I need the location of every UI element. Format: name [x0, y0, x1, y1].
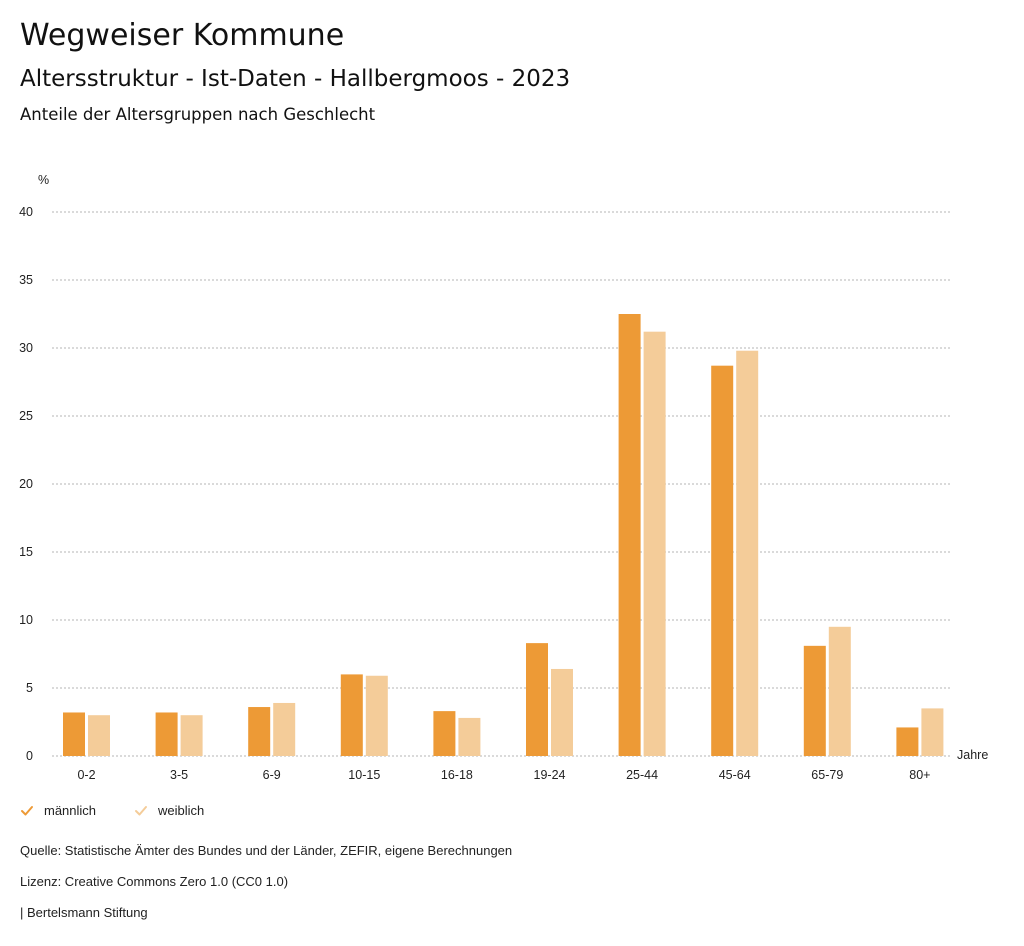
- legend-item-weiblich[interactable]: weiblich: [134, 803, 204, 818]
- legend-label: weiblich: [158, 803, 205, 818]
- bar-maennlich-25-44[interactable]: männlich 25-44: 32.5 %: [618, 314, 641, 756]
- y-tick-label: 35: [19, 273, 33, 287]
- x-tick-label: 16-18: [441, 768, 473, 782]
- legend: männlich weiblich: [20, 803, 242, 818]
- bars: männlich 0-2: 3.2 %weiblich 0-2: 3 % männ…: [63, 314, 944, 756]
- chart-subtitle: Altersstruktur - Ist-Daten - Hallbergmoo…: [20, 66, 571, 92]
- check-icon: [135, 805, 148, 815]
- y-tick-label: 15: [19, 545, 33, 559]
- bar-weiblich-25-44[interactable]: weiblich 25-44: 31.2 %: [643, 331, 666, 756]
- bar-weiblich-3-5[interactable]: weiblich 3-5: 3 %: [180, 715, 203, 756]
- x-tick-label: 3-5: [170, 768, 188, 782]
- bar-weiblich-16-18[interactable]: weiblich 16-18: 2.8 %: [458, 717, 481, 756]
- source-text: Quelle: Statistische Ämter des Bundes un…: [20, 843, 513, 858]
- x-tick-label: 10-15: [348, 768, 380, 782]
- x-tick-label: 6-9: [263, 768, 281, 782]
- bar-maennlich-0-2[interactable]: männlich 0-2: 3.2 %: [63, 712, 85, 756]
- y-tick-label: 30: [19, 341, 33, 355]
- bar-maennlich-45-64[interactable]: männlich 45-64: 28.7 %: [711, 365, 734, 756]
- chart-title: Anteile der Altersgruppen nach Geschlech…: [20, 105, 376, 124]
- bar-weiblich-10-15[interactable]: weiblich 10-15: 5.9 %: [365, 675, 388, 756]
- bar-weiblich-0-2[interactable]: weiblich 0-2: 3 %: [88, 715, 110, 756]
- bar-weiblich-45-64[interactable]: weiblich 45-64: 29.8 %: [736, 350, 759, 756]
- y-tick-label: 0: [26, 749, 33, 763]
- x-tick-label: 19-24: [534, 768, 566, 782]
- legend-label: männlich: [44, 803, 97, 818]
- bar-weiblich-6-9[interactable]: weiblich 6-9: 3.9 %: [273, 702, 296, 756]
- x-tick-label: 45-64: [719, 768, 751, 782]
- bar-maennlich-6-9[interactable]: männlich 6-9: 3.6 %: [248, 707, 271, 756]
- bar-maennlich-16-18[interactable]: männlich 16-18: 3.3 %: [433, 711, 456, 756]
- x-tick-label: 80+: [909, 768, 930, 782]
- x-tick-label: 65-79: [811, 768, 843, 782]
- y-axis-label: %: [38, 173, 49, 187]
- y-tick-label: 20: [19, 477, 33, 491]
- y-axis-ticks: 0 5 10 15 20 25 30 35 40: [19, 205, 33, 763]
- bar-maennlich-19-24[interactable]: männlich 19-24: 8.3 %: [526, 643, 548, 756]
- bar-maennlich-10-15[interactable]: männlich 10-15: 6 %: [340, 674, 363, 756]
- publisher-text: | Bertelsmann Stiftung: [20, 905, 148, 920]
- page-title: Wegweiser Kommune: [20, 18, 345, 53]
- bar-weiblich-80+[interactable]: weiblich 80+: 3.5 %: [921, 708, 944, 756]
- gridlines: [52, 211, 952, 757]
- x-axis-ticks: 0-2 3-5 6-9 10-15 16-18 19-24 25-44 45-64 65-79 8…: [77, 768, 930, 782]
- y-tick-label: 25: [19, 409, 33, 423]
- bar-weiblich-19-24[interactable]: weiblich 19-24: 6.4 %: [551, 668, 573, 756]
- bar-maennlich-80+[interactable]: männlich 80+: 2.1 %: [896, 727, 919, 756]
- y-tick-label: 5: [26, 681, 33, 695]
- y-tick-label: 10: [19, 613, 33, 627]
- y-tick-label: 40: [19, 205, 33, 219]
- bar-weiblich-65-79[interactable]: weiblich 65-79: 9.5 %: [828, 626, 851, 756]
- license-text: Lizenz: Creative Commons Zero 1.0 (CC0 1…: [20, 874, 289, 889]
- check-icon: [21, 805, 33, 815]
- x-tick-label: 0-2: [77, 768, 95, 782]
- legend-item-maennlich[interactable]: männlich: [20, 803, 96, 818]
- x-tick-label: 25-44: [626, 768, 658, 782]
- bar-maennlich-3-5[interactable]: männlich 3-5: 3.2 %: [155, 712, 178, 756]
- bar-maennlich-65-79[interactable]: männlich 65-79: 8.1 %: [803, 645, 826, 756]
- x-axis-label: Jahre: [957, 748, 988, 762]
